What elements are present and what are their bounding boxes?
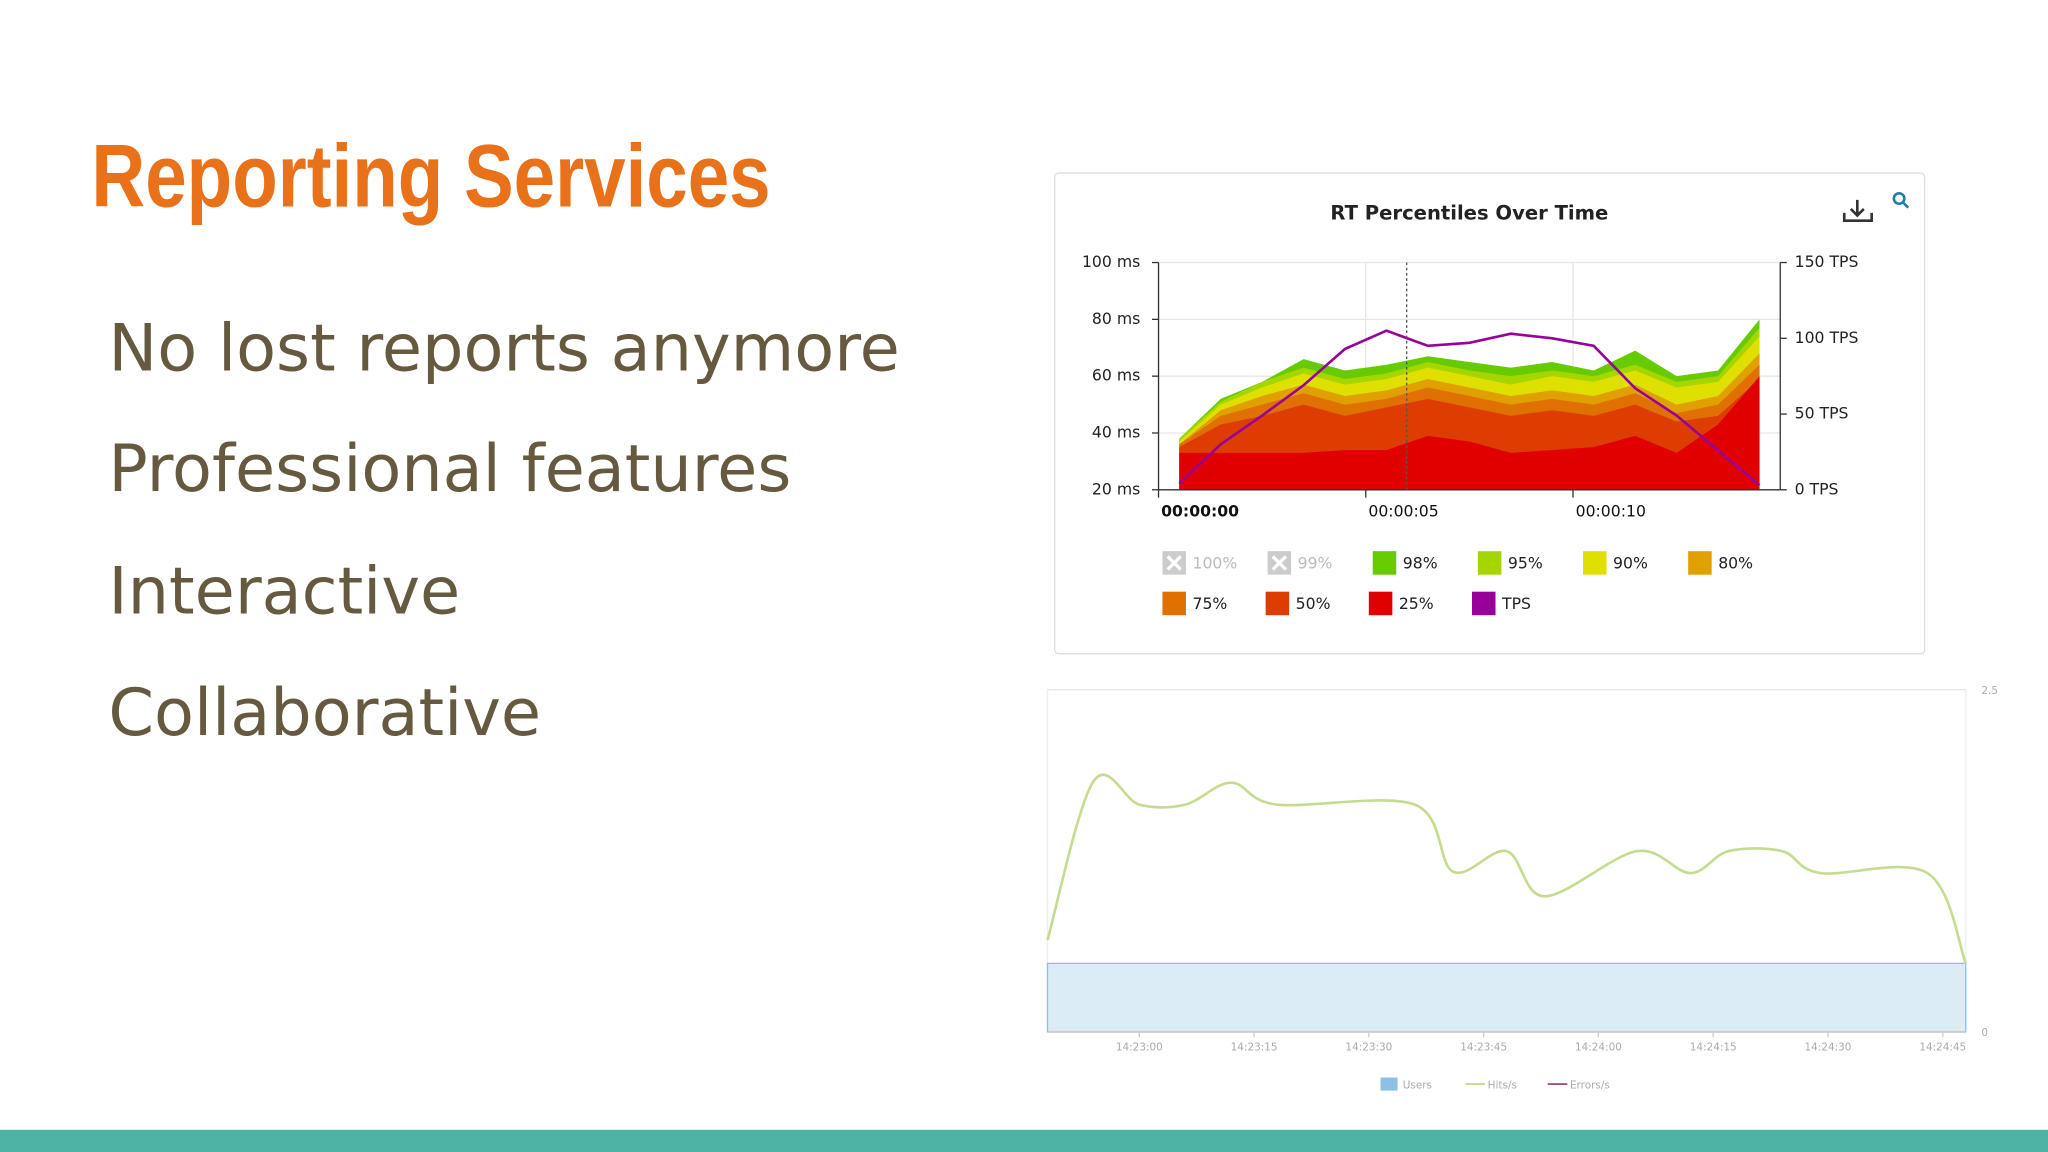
- x-tick-label: 14:24:15: [1690, 1042, 1737, 1054]
- y2-tick-label: 0: [1981, 1027, 1988, 1039]
- slide-title: Reporting Services: [91, 126, 770, 225]
- legend-item[interactable]: 25%: [1368, 591, 1434, 616]
- y-tick-label: 40 ms: [1092, 422, 1140, 441]
- legend-swatch: [1372, 551, 1397, 575]
- legend-item[interactable]: 90%: [1583, 551, 1648, 575]
- x-tick-label: 14:23:30: [1345, 1042, 1392, 1054]
- legend-label: TPS: [1501, 594, 1531, 613]
- bullets: No lost reports anymore Professional fea…: [108, 311, 899, 751]
- chart-rt-percentiles: 20 ms 40 ms 60 ms 80 ms 100 ms 0 TPS 50 TPS 100…: [1082, 252, 1859, 616]
- axes: 20 ms 40 ms 60 ms 80 ms 100 ms 0 TPS 50 TPS 100…: [1082, 252, 1859, 520]
- y2-tick-label: 2.5: [1981, 685, 1998, 697]
- legend-item[interactable]: Errors/s: [1547, 1079, 1610, 1091]
- legend-label: Errors/s: [1570, 1079, 1610, 1091]
- legend-item[interactable]: TPS: [1472, 591, 1531, 616]
- chart-title: RT Percentiles Over Time: [1330, 202, 1608, 225]
- legend-label: 98%: [1403, 554, 1438, 573]
- legend-swatch: [1472, 591, 1496, 616]
- legend-item[interactable]: 95%: [1477, 551, 1543, 575]
- legend-swatch: [1688, 551, 1712, 575]
- legend-label: Users: [1403, 1079, 1432, 1091]
- download-glyph: [1842, 199, 1873, 223]
- legend-swatch: [1380, 1077, 1398, 1091]
- legend-label: 80%: [1718, 554, 1753, 573]
- y2-tick-label: 150 TPS: [1795, 252, 1859, 271]
- legend-label: 50%: [1296, 594, 1331, 613]
- legend: 100% 99% 98% 95% 90% 80% 75% 50% 25% TPS: [1162, 551, 1753, 616]
- zoom-icon[interactable]: [1892, 192, 1910, 209]
- footer-bar: [0, 1129, 2048, 1152]
- legend-swatch: [1477, 551, 1502, 575]
- y-tick-label: 20 ms: [1092, 479, 1140, 498]
- legend: Users Hits/s Errors/s: [1380, 1077, 1610, 1092]
- y2-tick-label: 0 TPS: [1795, 479, 1839, 498]
- bullet: Interactive: [108, 554, 460, 630]
- y-tick-label: 60 ms: [1092, 366, 1140, 385]
- bullet: Collaborative: [108, 675, 541, 751]
- legend-item[interactable]: Users: [1380, 1077, 1432, 1092]
- legend-item[interactable]: 75%: [1162, 591, 1227, 616]
- x-tick-label: 00:00:00: [1161, 502, 1239, 521]
- legend-swatch: [1162, 591, 1186, 616]
- chart-users-hits: 0 2.5 14:23:00 14:23:15 14:23:30 14:23:45 14:2…: [1046, 685, 1998, 1092]
- y-tick-label: 80 ms: [1092, 309, 1140, 328]
- legend-hidden-mark: [1271, 555, 1288, 571]
- x-tick-label: 00:00:05: [1368, 502, 1438, 521]
- legend-item[interactable]: Hits/s: [1465, 1079, 1517, 1091]
- zoom-glyph: [1902, 201, 1910, 209]
- plot: [1046, 773, 1967, 1033]
- legend-label: Hits/s: [1488, 1079, 1517, 1091]
- y2-tick-label: 50 TPS: [1795, 404, 1849, 423]
- plot-area: [1046, 688, 1967, 1033]
- legend-item[interactable]: 80%: [1688, 551, 1753, 575]
- zoom-glyph: [1892, 192, 1906, 206]
- x-tick-label: 14:23:15: [1231, 1042, 1278, 1054]
- legend-swatch: [1265, 591, 1290, 616]
- legend-swatch: [1368, 591, 1393, 616]
- legend-label: 25%: [1399, 594, 1434, 613]
- bullet: Professional features: [108, 431, 791, 507]
- x-tick-label: 14:23:45: [1460, 1042, 1507, 1054]
- x-tick-label: 14:24:30: [1805, 1042, 1852, 1054]
- download-icon[interactable]: [1842, 199, 1873, 223]
- x-tick-label: 14:23:00: [1116, 1042, 1163, 1054]
- plot: [1178, 319, 1761, 490]
- legend-swatch: [1583, 551, 1607, 575]
- y2-tick-label: 100 TPS: [1795, 328, 1859, 347]
- line: [1046, 773, 1967, 964]
- legend-item[interactable]: 50%: [1265, 591, 1331, 616]
- x-tick-label: 14:24:45: [1919, 1042, 1966, 1054]
- legend-label: 90%: [1613, 554, 1648, 573]
- line: [1178, 329, 1761, 487]
- legend-item[interactable]: 100%: [1162, 551, 1237, 575]
- legend-label: 99%: [1298, 554, 1333, 573]
- area: [1046, 962, 1967, 1033]
- legend-hidden-mark: [1166, 555, 1182, 571]
- legend-label: 95%: [1508, 554, 1543, 573]
- legend-label: 75%: [1192, 594, 1227, 613]
- legend-item[interactable]: 99%: [1267, 551, 1333, 575]
- x-tick-label: 00:00:10: [1576, 502, 1646, 521]
- legend-item[interactable]: 98%: [1372, 551, 1438, 575]
- bullet: No lost reports anymore: [108, 311, 899, 387]
- area: [1179, 376, 1760, 490]
- legend-label: 100%: [1192, 554, 1237, 573]
- y-tick-label: 100 ms: [1082, 252, 1140, 271]
- x-tick-label: 14:24:00: [1575, 1042, 1622, 1054]
